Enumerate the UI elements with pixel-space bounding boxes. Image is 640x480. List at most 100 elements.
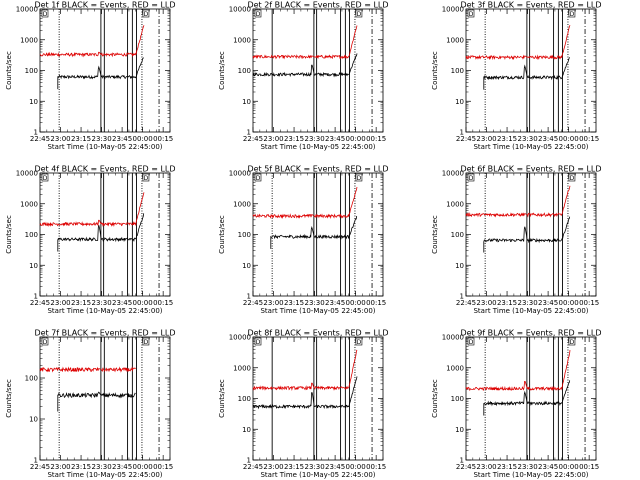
y-tick-label: 1 — [247, 129, 251, 137]
y-tick-label: 10000 — [229, 6, 251, 14]
x-tick-label: 00:15 — [153, 299, 173, 307]
y-tick-label: 1 — [460, 129, 464, 137]
flag-marker-label: D — [357, 11, 362, 18]
y-tick-label: 100 — [238, 395, 251, 403]
y-tick-label: 1000 — [446, 364, 464, 372]
x-tick-label: 00:00 — [133, 135, 153, 143]
x-tick-label: 23:00 — [263, 135, 283, 143]
y-tick-label: 10 — [29, 98, 38, 106]
flag-marker-label: D — [43, 339, 48, 346]
plot-title: Det 6f BLACK = Events, RED = LLD — [460, 165, 601, 174]
flag-marker — [142, 337, 150, 346]
x-tick-label: 23:45 — [112, 135, 132, 143]
x-tick-label: 23:30 — [91, 299, 111, 307]
events-series-line — [483, 57, 571, 90]
x-tick-label: 23:15 — [71, 299, 91, 307]
y-tick-label: 1 — [460, 293, 464, 301]
flag-marker — [355, 173, 363, 182]
flag-marker-label: D — [43, 175, 48, 182]
y-tick-label: 1 — [34, 457, 38, 465]
y-tick-label: 1000 — [233, 36, 251, 44]
x-tick-label: 00:15 — [579, 463, 599, 471]
y-tick-label: 10 — [29, 416, 38, 424]
x-tick-label: 00:15 — [153, 463, 173, 471]
x-tick-label: 23:00 — [476, 463, 496, 471]
y-tick-label: 10 — [29, 262, 38, 270]
events-series-line — [252, 376, 358, 410]
flag-marker-label: D — [570, 11, 575, 18]
flag-marker-label: D — [469, 11, 474, 18]
x-tick-label: 23:00 — [50, 463, 70, 471]
x-tick-label: 00:15 — [366, 135, 386, 143]
x-axis-label: Start Time (10-May-05 22:45:00) — [473, 471, 588, 479]
plot-title: Det 7f BLACK = Events, RED = LLD — [34, 329, 175, 338]
y-tick-label: 1000 — [446, 200, 464, 208]
flag-marker — [568, 337, 576, 346]
x-tick-label: 00:15 — [579, 299, 599, 307]
flag-marker — [467, 9, 475, 18]
flag-marker — [254, 173, 262, 182]
flag-marker — [254, 9, 262, 18]
events-series-line — [57, 391, 136, 412]
y-axis-label: Counts/sec — [5, 379, 13, 418]
flag-marker — [467, 173, 475, 182]
y-tick-label: 100 — [25, 375, 38, 383]
lld-series-line — [39, 25, 145, 58]
flag-marker — [355, 337, 363, 346]
x-tick-label: 23:00 — [263, 299, 283, 307]
x-tick-label: 23:30 — [91, 135, 111, 143]
flag-marker — [467, 337, 475, 346]
flag-marker-label: D — [144, 175, 149, 182]
events-series-line — [57, 57, 145, 90]
x-tick-label: 00:15 — [153, 135, 173, 143]
y-axis-label: Counts/sec — [431, 215, 439, 254]
y-tick-label: 1 — [34, 293, 38, 301]
y-tick-label: 10 — [455, 98, 464, 106]
y-tick-label: 10000 — [442, 170, 464, 178]
x-tick-label: 22:45 — [30, 135, 50, 143]
x-axis-label: Start Time (10-May-05 22:45:00) — [260, 143, 375, 151]
detector-plot: Det 2f BLACK = Events, RED = LLD 1 10 100 10… — [218, 1, 389, 152]
flag-marker-label: D — [144, 11, 149, 18]
y-axis-label: Counts/sec — [218, 379, 226, 418]
plot-title: Det 8f BLACK = Events, RED = LLD — [247, 329, 388, 338]
flag-marker-label: D — [570, 339, 575, 346]
detector-plot: Det 1f BLACK = Events, RED = LLD 1 10 100 10… — [5, 1, 176, 152]
y-tick-label: 1000 — [233, 200, 251, 208]
flag-marker — [254, 337, 262, 346]
flag-marker — [568, 9, 576, 18]
x-tick-label: 22:45 — [243, 135, 263, 143]
y-tick-label: 1 — [247, 457, 251, 465]
plot-title: Det 3f BLACK = Events, RED = LLD — [460, 1, 601, 10]
y-axis-label: Counts/sec — [218, 51, 226, 90]
x-tick-label: 23:45 — [325, 463, 345, 471]
lld-series-line — [252, 349, 358, 391]
detector-plot: Det 4f BLACK = Events, RED = LLD 1 10 100 10… — [5, 165, 176, 316]
x-tick-label: 00:00 — [346, 299, 366, 307]
y-tick-label: 1000 — [233, 364, 251, 372]
x-tick-label: 23:00 — [476, 299, 496, 307]
y-axis-label: Counts/sec — [431, 379, 439, 418]
x-tick-label: 22:45 — [243, 299, 263, 307]
events-series-line — [483, 380, 571, 416]
flag-marker-label: D — [256, 11, 261, 18]
detector-plot: Det 3f BLACK = Events, RED = LLD 1 10 100 10… — [431, 1, 602, 152]
y-tick-label: 10000 — [442, 6, 464, 14]
x-tick-label: 22:45 — [456, 463, 476, 471]
x-tick-label: 23:45 — [112, 299, 132, 307]
x-tick-label: 23:15 — [497, 135, 517, 143]
lld-series-line — [252, 186, 358, 220]
y-axis-label: Counts/sec — [218, 215, 226, 254]
flag-marker-label: D — [469, 339, 474, 346]
flag-marker-label: D — [144, 339, 149, 346]
y-tick-label: 1 — [460, 457, 464, 465]
x-tick-label: 23:30 — [304, 463, 324, 471]
x-tick-label: 23:30 — [517, 463, 537, 471]
flag-marker-label: D — [357, 339, 362, 346]
y-axis-label: Counts/sec — [431, 51, 439, 90]
x-tick-label: 23:30 — [304, 299, 324, 307]
y-tick-label: 10 — [242, 262, 251, 270]
flag-marker — [41, 9, 49, 18]
x-axis-label: Start Time (10-May-05 22:45:00) — [47, 307, 162, 315]
